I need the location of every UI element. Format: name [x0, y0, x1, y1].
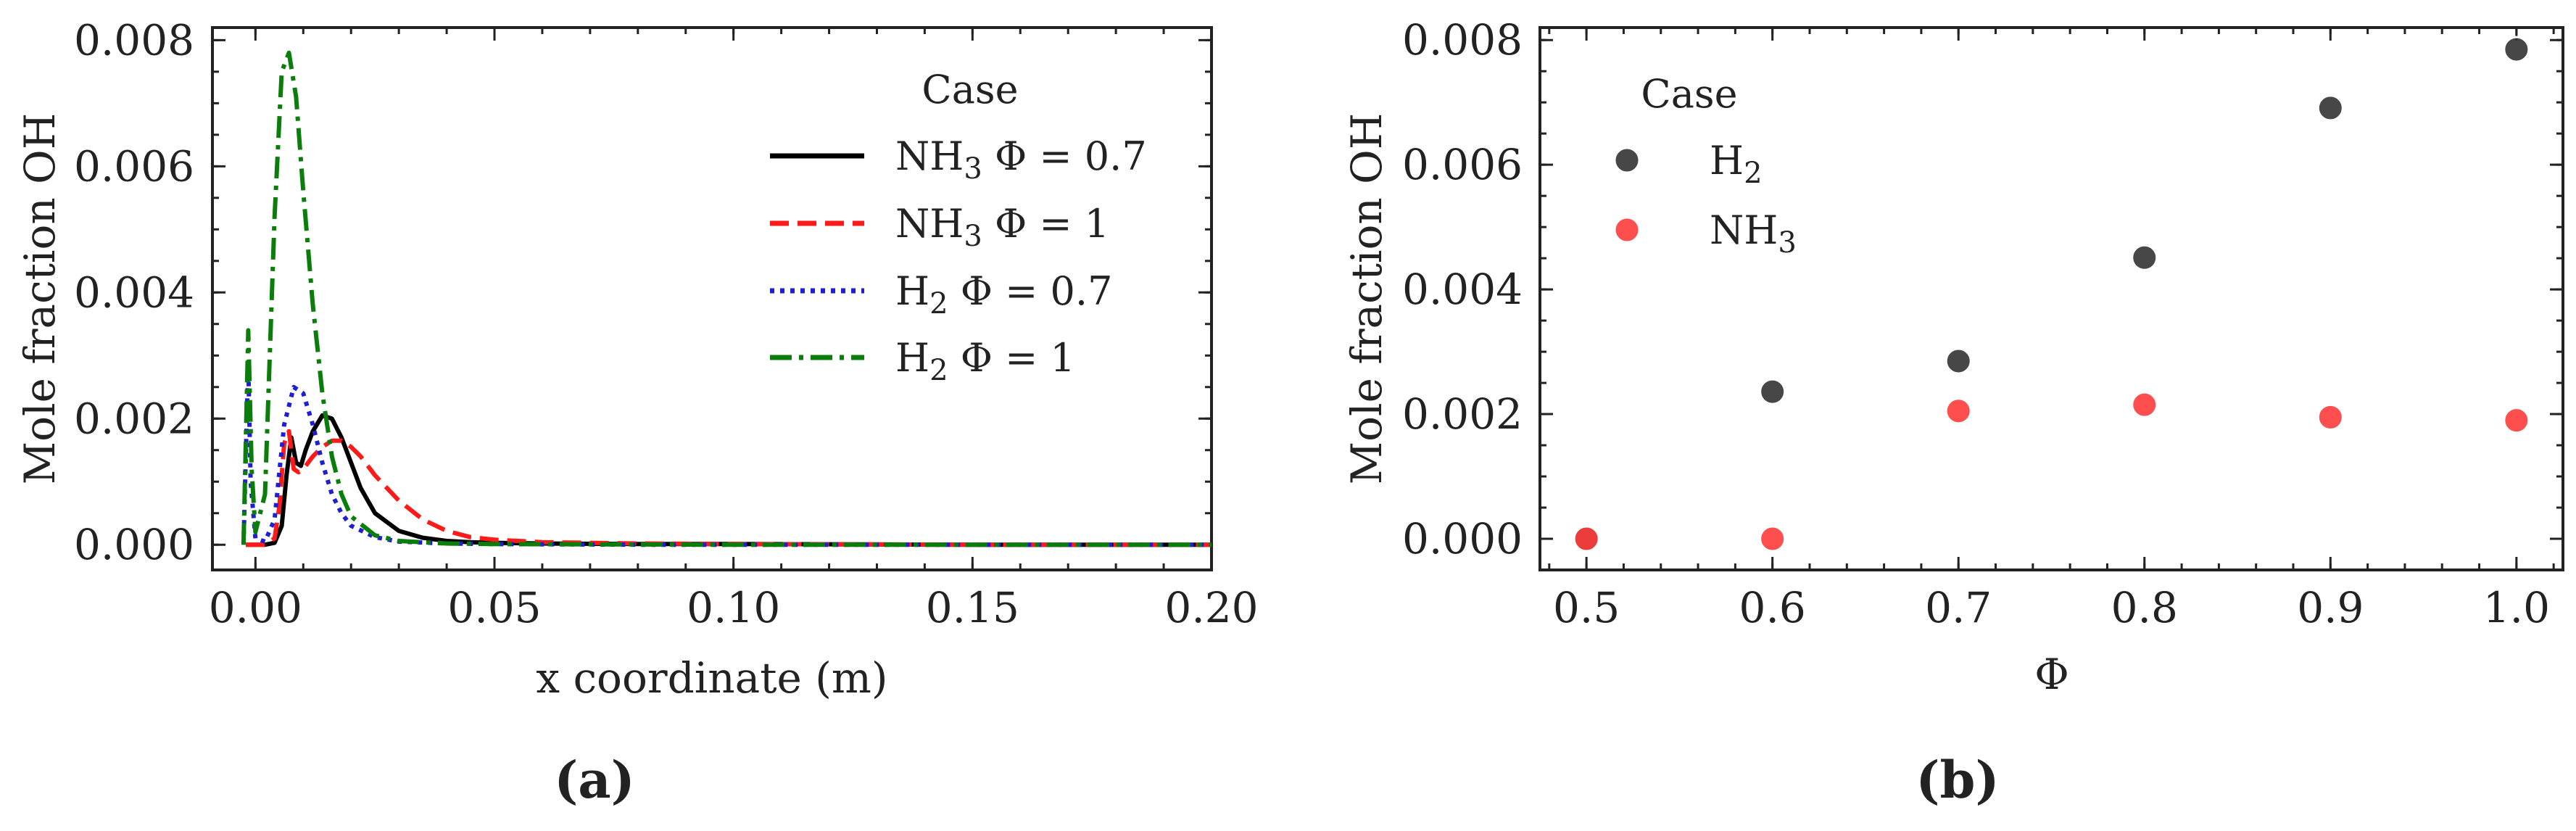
y-tick-label: 0.008	[1402, 15, 1523, 65]
scatter-point-nh3	[1573, 525, 1600, 553]
y-tick-label: 0.000	[1402, 514, 1523, 563]
legend-marker-h2	[1613, 146, 1641, 174]
scatter-point-nh3	[2503, 407, 2530, 434]
panel-b-xlabel: Φ	[2034, 650, 2069, 699]
scatter-point-h2	[2503, 36, 2530, 63]
legend-label-sub: 3	[964, 220, 982, 253]
legend-label-main: H	[895, 268, 929, 314]
svg-text:NH3: NH3	[1710, 207, 1797, 260]
x-tick-label: 0.20	[1164, 583, 1258, 632]
x-tick-label: 0.8	[2111, 583, 2178, 632]
scatter-point-nh3	[1945, 397, 1972, 425]
x-tick-label: 0.5	[1553, 583, 1620, 632]
y-tick-label: 0.006	[74, 141, 194, 191]
scatter-point-nh3	[2316, 403, 2344, 431]
panel-b-legend: Case H2 NH3	[1613, 71, 1797, 260]
legend-label-sub: 3	[1778, 226, 1796, 260]
legend-label-main: H	[1710, 138, 1744, 183]
panel-a-ticks: 0.00 0.05 0.10 0.15 0.20 0.000 0.002 0.004 0.006…	[74, 15, 1259, 632]
panel-b-scatter-chart: 0.5 0.6 0.7 0.8 0.9 1.0 0.000 0.002 0.004 0.006 0.…	[1342, 15, 2564, 810]
series-line-1	[246, 429, 1212, 547]
legend-label-sub: 2	[1744, 157, 1762, 190]
panel-a-axes-frame	[211, 26, 1213, 571]
svg-text:H2 Φ = 0.7: H2 Φ = 0.7	[895, 268, 1112, 321]
panel-a-caption: (a)	[554, 750, 635, 810]
svg-text:H2 Φ = 1: H2 Φ = 1	[895, 335, 1075, 387]
panel-a-xlabel: x coordinate (m)	[536, 653, 887, 703]
legend-label-sub: 2	[929, 287, 948, 321]
series-line-3	[241, 50, 1212, 547]
legend-label-tail: Φ = 1	[948, 335, 1075, 381]
scatter-point-nh3	[2131, 391, 2158, 418]
y-tick-label: 0.002	[1402, 389, 1523, 439]
scatter-point-h2	[1759, 378, 1786, 405]
legend-label-sub: 3	[964, 152, 982, 186]
panel-b-caption: (b)	[1916, 750, 1999, 810]
legend-label-main: NH	[895, 201, 964, 247]
scatter-point-h2	[1945, 347, 1972, 375]
scatter-point-nh3	[1759, 525, 1786, 553]
legend-item-h2-0.7: H2 Φ = 0.7	[770, 268, 1112, 321]
x-tick-label: 0.9	[2297, 583, 2364, 632]
series-line-0	[246, 413, 1212, 547]
legend-marker-nh3	[1613, 216, 1641, 244]
panel-a-legend: Case NH3 Φ = 0.7 NH3 Φ = 1 H2 Φ = 0.7	[770, 67, 1147, 387]
legend-label-tail: Φ = 1	[982, 201, 1109, 247]
x-tick-label: 0.00	[209, 583, 302, 632]
panel-b-legend-title: Case	[1641, 71, 1737, 117]
legend-item-nh3: NH3	[1613, 207, 1797, 260]
scatter-point-h2	[2131, 244, 2158, 271]
x-tick-label: 0.10	[687, 583, 780, 632]
y-tick-label: 0.004	[74, 268, 194, 317]
legend-item-h2-1: H2 Φ = 1	[770, 335, 1075, 387]
legend-label-main: H	[895, 335, 929, 381]
legend-item-nh3-1: NH3 Φ = 1	[770, 201, 1109, 253]
panel-a-legend-title: Case	[922, 67, 1018, 112]
x-tick-label: 0.7	[1925, 583, 1992, 632]
x-tick-label: 1.0	[2483, 583, 2550, 632]
x-tick-label: 0.15	[926, 583, 1019, 632]
y-tick-label: 0.006	[1402, 140, 1523, 189]
legend-item-nh3-0.7: NH3 Φ = 0.7	[770, 133, 1147, 186]
panel-b-ylabel: Mole fraction OH	[1342, 113, 1391, 485]
legend-item-h2: H2	[1613, 138, 1763, 190]
panel-b-axes-frame	[1538, 26, 2564, 571]
legend-label-main: NH	[1710, 207, 1778, 253]
series-line-2	[241, 360, 1212, 547]
x-tick-label: 0.05	[447, 583, 541, 632]
panel-a-ylabel: Mole fraction OH	[15, 113, 65, 485]
svg-text:NH3 Φ = 1: NH3 Φ = 1	[895, 201, 1109, 253]
y-tick-label: 0.008	[74, 15, 194, 65]
svg-text:H2: H2	[1710, 138, 1763, 190]
panel-a-series-lines	[241, 50, 1212, 547]
svg-text:NH3 Φ = 0.7: NH3 Φ = 0.7	[895, 133, 1147, 186]
legend-label-tail: Φ = 0.7	[982, 133, 1147, 179]
scatter-point-h2	[2316, 94, 2344, 122]
y-tick-label: 0.000	[74, 520, 194, 569]
legend-label-main: NH	[895, 133, 964, 179]
y-tick-label: 0.004	[1402, 265, 1523, 314]
panel-b-points	[1573, 36, 2530, 553]
legend-label-sub: 2	[929, 354, 948, 387]
legend-label-tail: Φ = 0.7	[948, 268, 1113, 314]
panel-a-line-chart: 0.00 0.05 0.10 0.15 0.20 0.000 0.002 0.004 0.006…	[15, 15, 1259, 810]
x-tick-label: 0.6	[1739, 583, 1806, 632]
panel-b-ticks: 0.5 0.6 0.7 0.8 0.9 1.0 0.000 0.002 0.004 0.006 0.…	[1402, 15, 2563, 632]
y-tick-label: 0.002	[74, 394, 194, 443]
